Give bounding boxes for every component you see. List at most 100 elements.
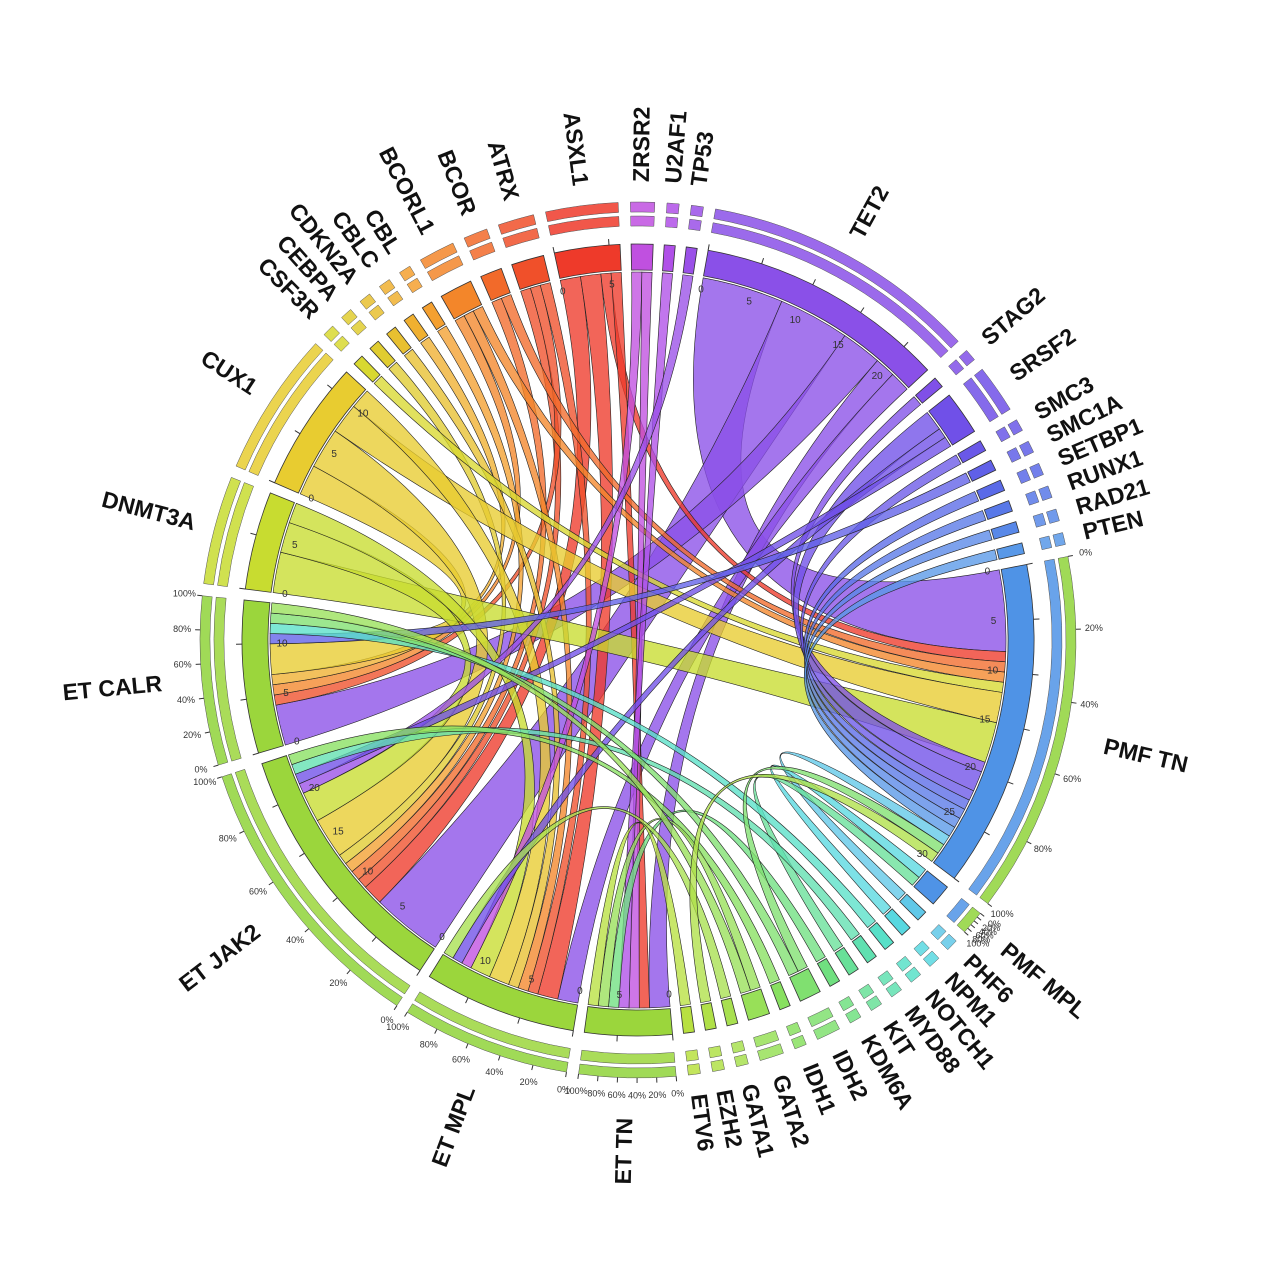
outer-track	[419, 242, 458, 269]
segment-arc	[996, 542, 1025, 560]
pct-tick	[531, 1065, 534, 1071]
ribbon	[270, 612, 799, 977]
segment-label: CUX1	[196, 345, 262, 400]
tick-label: 15	[333, 826, 345, 837]
segment-arc	[740, 988, 771, 1021]
outer-track	[1016, 468, 1031, 484]
ribbon	[742, 766, 945, 972]
tick-mark	[416, 970, 421, 976]
segment-arc	[353, 355, 381, 383]
segment-arc	[583, 1006, 673, 1037]
pct-tick	[346, 969, 351, 975]
outer-track	[502, 227, 540, 248]
ribbon	[537, 273, 613, 1000]
pct-label: 80%	[420, 1040, 438, 1050]
outer-track	[973, 368, 1011, 415]
pct-tick	[268, 881, 274, 886]
tick-label: 30	[917, 849, 929, 860]
tick-label: 20	[872, 371, 884, 382]
pct-tick	[577, 1073, 580, 1079]
tick-label: 5	[292, 540, 298, 551]
ribbon	[452, 428, 946, 964]
ribbon	[753, 774, 920, 952]
segment-arc	[851, 934, 877, 964]
pct-tick	[1071, 701, 1077, 704]
segment-label: TP53	[685, 130, 718, 188]
tick-mark	[465, 997, 469, 1004]
pct-tick	[197, 594, 203, 597]
segment-arc	[682, 246, 698, 275]
ribbon	[288, 502, 535, 978]
ribbon	[790, 396, 986, 773]
pct-label: 40%	[979, 927, 997, 937]
pct-label: 0%	[988, 919, 1001, 929]
segment-arc	[913, 870, 949, 905]
segment-label: ET JAK2	[174, 918, 265, 996]
pct-tick	[304, 928, 309, 933]
outer-track	[1038, 485, 1053, 501]
outer-track	[757, 1043, 784, 1061]
tick-mark	[707, 244, 710, 251]
outer-track	[1046, 508, 1060, 524]
tick-label: 15	[833, 340, 845, 351]
segment-label: ET MPL	[426, 1082, 480, 1170]
outer-track	[497, 214, 537, 235]
outer-track	[962, 377, 999, 423]
tick-mark	[371, 936, 377, 942]
pct-label: 40%	[1080, 699, 1098, 709]
tick-label: 5	[991, 616, 997, 627]
outer-track	[469, 241, 496, 261]
pct-label: 20%	[1085, 623, 1103, 633]
segment-arc	[770, 981, 791, 1011]
tick-mark	[517, 1017, 521, 1024]
outer-track	[1025, 490, 1040, 506]
pct-tick	[976, 916, 982, 921]
tick-label: 0	[560, 287, 566, 298]
outer-track	[350, 319, 367, 336]
pct-tick	[198, 697, 204, 700]
outer-track	[341, 309, 358, 326]
outer-track	[580, 1049, 676, 1065]
tick-label: 5	[283, 688, 289, 699]
tick-label: 0	[698, 284, 704, 295]
ribbon	[461, 271, 643, 969]
pct-label: 60%	[452, 1055, 470, 1065]
pct-tick	[497, 1055, 501, 1061]
outer-track	[665, 216, 679, 229]
outer-track	[940, 933, 957, 951]
pct-tick	[434, 1028, 438, 1034]
tick-label: 0	[282, 589, 288, 600]
tick-mark	[332, 897, 338, 902]
ribbon	[557, 373, 908, 1004]
segment-label: DNMT3A	[99, 486, 198, 535]
segment-arc	[967, 459, 997, 482]
pct-label: 60%	[1063, 774, 1081, 784]
tick-label: 10	[276, 638, 288, 649]
pct-label: 60%	[608, 1090, 626, 1100]
ribbon	[403, 348, 560, 989]
tick-mark	[1032, 674, 1039, 676]
outer-track	[877, 970, 894, 986]
outer-track	[333, 335, 350, 352]
tick-label: 10	[362, 866, 374, 877]
outer-track	[545, 202, 619, 222]
pct-label: 0%	[1079, 547, 1092, 557]
segment-arc	[662, 244, 676, 273]
pct-tick	[973, 920, 979, 925]
pct-tick	[393, 1005, 398, 1011]
outer-track	[414, 991, 571, 1059]
tick-label: 5	[400, 902, 406, 913]
pct-label: 80%	[219, 833, 237, 843]
ribbon	[804, 510, 987, 819]
pct-tick	[987, 903, 993, 908]
outer-track	[213, 596, 242, 762]
segment-label: ATRX	[483, 138, 525, 204]
pct-tick	[1067, 554, 1073, 557]
segment-arc	[440, 280, 483, 320]
outer-track	[1007, 419, 1023, 436]
outer-track	[463, 228, 491, 248]
outer-track	[1019, 440, 1034, 457]
segment-label: BCOR	[432, 146, 481, 219]
pct-label: 60%	[174, 660, 192, 670]
